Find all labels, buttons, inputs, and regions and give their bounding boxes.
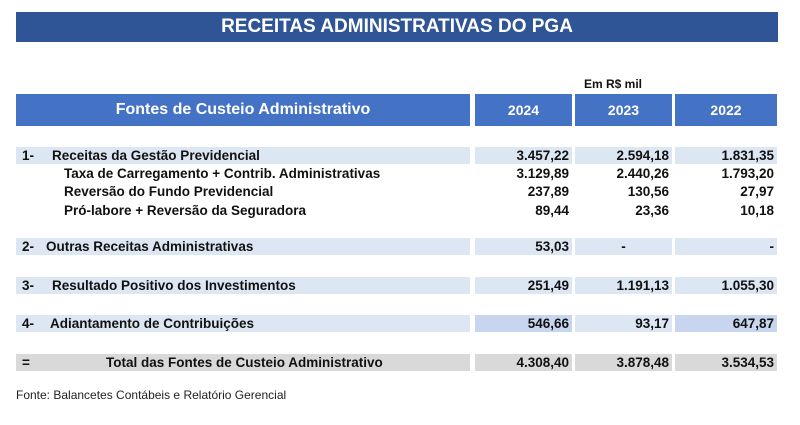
row-background bbox=[475, 277, 572, 294]
header-year-2024: 2024 bbox=[475, 94, 572, 126]
total-value-2024: 4.308,40 bbox=[516, 355, 569, 370]
section-4-value-2024: 546,66 bbox=[527, 316, 569, 331]
row-background bbox=[675, 277, 777, 294]
header-year-2023: 2023 bbox=[575, 94, 672, 126]
subitem-value-2024: 89,44 bbox=[535, 203, 569, 218]
subitem-value-2023: 130,56 bbox=[627, 184, 669, 199]
section-1-value-2024: 3.457,22 bbox=[516, 148, 569, 163]
subitem-label: Pró-labore + Reversão da Seguradora bbox=[64, 203, 306, 218]
section-4-value-2022: 647,87 bbox=[732, 316, 774, 331]
subitem-value-2022: 1.793,20 bbox=[721, 166, 774, 181]
row-background bbox=[475, 238, 572, 255]
section-1-label: Receitas da Gestão Previdencial bbox=[52, 148, 260, 163]
unit-note: Em R$ mil bbox=[583, 77, 643, 91]
section-2-value-2024: 53,03 bbox=[535, 239, 569, 254]
row-background-highlight bbox=[475, 315, 572, 332]
page-title: RECEITAS ADMINISTRATIVAS DO PGA bbox=[16, 12, 778, 42]
row-background bbox=[16, 147, 470, 164]
subitem-value-2023: 23,36 bbox=[635, 203, 669, 218]
row-background bbox=[475, 147, 572, 164]
section-3-value-2024: 251,49 bbox=[527, 278, 569, 293]
row-background bbox=[575, 277, 672, 294]
total-row-background bbox=[475, 354, 572, 371]
header-label: Fontes de Custeio Administrativo bbox=[16, 94, 470, 126]
section-4-value-2023: 93,17 bbox=[635, 316, 669, 331]
subitem-value-2022: 10,18 bbox=[740, 203, 774, 218]
section-4-number: 4- bbox=[22, 316, 35, 331]
row-background bbox=[16, 238, 470, 255]
subitem-label: Reversão do Fundo Previdencial bbox=[64, 184, 274, 199]
row-background bbox=[16, 277, 470, 294]
source-note: Fonte: Balancetes Contábeis e Relatório … bbox=[16, 388, 287, 402]
section-1-number: 1- bbox=[22, 148, 35, 163]
total-label: Total das Fontes de Custeio Administrati… bbox=[106, 355, 383, 370]
row-background bbox=[575, 238, 672, 255]
subitem-value-2022: 27,97 bbox=[740, 184, 774, 199]
row-background bbox=[16, 315, 470, 332]
row-background-highlight bbox=[675, 315, 777, 332]
section-3-number: 3- bbox=[22, 278, 35, 293]
total-row-background bbox=[575, 354, 672, 371]
subitem-value-2023: 2.440,26 bbox=[616, 166, 669, 181]
section-2-value-2022: - bbox=[769, 239, 775, 254]
total-value-2023: 3.878,48 bbox=[616, 355, 669, 370]
subitem-label: Taxa de Carregamento + Contrib. Administ… bbox=[64, 166, 381, 181]
section-3-value-2022: 1.055,30 bbox=[721, 278, 774, 293]
total-symbol: = bbox=[22, 355, 30, 370]
section-3-label: Resultado Positivo dos Investimentos bbox=[52, 278, 296, 293]
total-value-2022: 3.534,53 bbox=[721, 355, 774, 370]
section-2-label: Outras Receitas Administrativas bbox=[46, 239, 254, 254]
section-2-number: 2- bbox=[22, 239, 35, 254]
section-3-value-2023: 1.191,13 bbox=[616, 278, 669, 293]
total-row-background bbox=[675, 354, 777, 371]
row-background bbox=[575, 315, 672, 332]
header-year-2022: 2022 bbox=[675, 94, 777, 126]
row-background bbox=[675, 238, 777, 255]
row-background bbox=[575, 147, 672, 164]
row-background bbox=[675, 147, 777, 164]
section-2-value-2023: - bbox=[621, 239, 626, 254]
total-row-background bbox=[16, 354, 470, 371]
subitem-value-2024: 3.129,89 bbox=[516, 166, 569, 181]
subitem-value-2024: 237,89 bbox=[527, 184, 569, 199]
section-1-value-2023: 2.594,18 bbox=[616, 148, 669, 163]
section-4-label: Adiantamento de Contribuições bbox=[50, 316, 255, 331]
section-1-value-2022: 1.831,35 bbox=[721, 148, 774, 163]
